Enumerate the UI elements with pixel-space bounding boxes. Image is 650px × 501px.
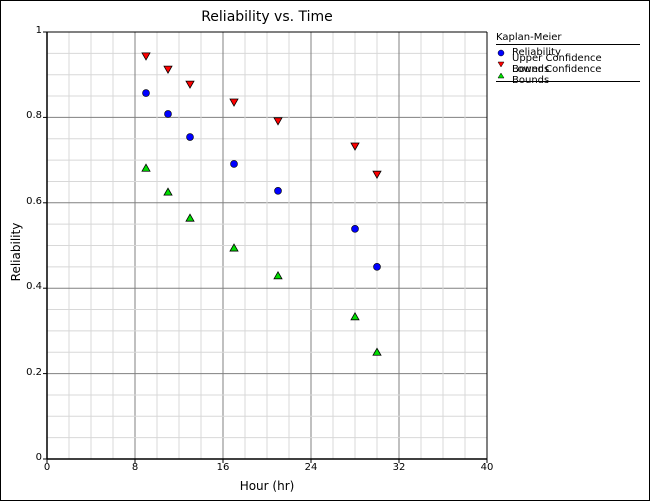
legend-item-lower: Lower Confidence Bounds xyxy=(496,64,640,86)
circle-marker-icon xyxy=(497,49,505,56)
y-tick-label: 0.8 xyxy=(26,110,42,122)
y-tick-label: 1 xyxy=(35,25,42,36)
legend-title: Kaplan-Meier xyxy=(496,32,640,45)
data-point xyxy=(350,142,360,151)
legend: Kaplan-Meier Reliability Upper Confidenc… xyxy=(496,32,640,86)
data-point xyxy=(163,65,173,74)
data-point xyxy=(163,187,173,196)
x-tick-label: 24 xyxy=(304,462,318,473)
data-point xyxy=(351,225,359,233)
data-point xyxy=(186,133,194,141)
data-point xyxy=(185,213,195,222)
x-tick-label: 0 xyxy=(43,462,51,473)
x-tick-label: 16 xyxy=(216,462,230,473)
data-point xyxy=(372,347,382,356)
data-point xyxy=(373,263,381,271)
data-point xyxy=(274,187,282,195)
legend-item-upper: Upper Confidence Bounds xyxy=(496,53,640,75)
triangle-down-marker-icon xyxy=(497,61,505,67)
y-tick-label: 0.6 xyxy=(26,195,42,207)
x-tick-label: 40 xyxy=(480,462,494,473)
data-point xyxy=(350,312,360,321)
data-point xyxy=(372,170,382,179)
x-tick-label: 8 xyxy=(131,462,139,473)
y-tick-label: 0.4 xyxy=(26,281,42,293)
data-point xyxy=(141,163,151,172)
triangle-up-marker-icon xyxy=(497,72,505,78)
y-tick-label: 0 xyxy=(35,452,42,463)
data-point xyxy=(230,160,238,168)
legend-item-reliability: Reliability xyxy=(496,47,640,58)
data-point xyxy=(142,89,150,97)
data-point xyxy=(141,52,151,61)
data-point xyxy=(185,80,195,89)
x-tick-label: 32 xyxy=(392,462,406,473)
x-axis-label: Hour (hr) xyxy=(239,479,295,493)
chart-title: Reliability vs. Time xyxy=(201,9,333,25)
data-point xyxy=(273,271,283,280)
data-point xyxy=(229,98,239,107)
data-point xyxy=(229,243,239,252)
data-point xyxy=(273,117,283,126)
y-tick-label: 0.2 xyxy=(26,366,42,378)
data-point xyxy=(164,110,172,118)
